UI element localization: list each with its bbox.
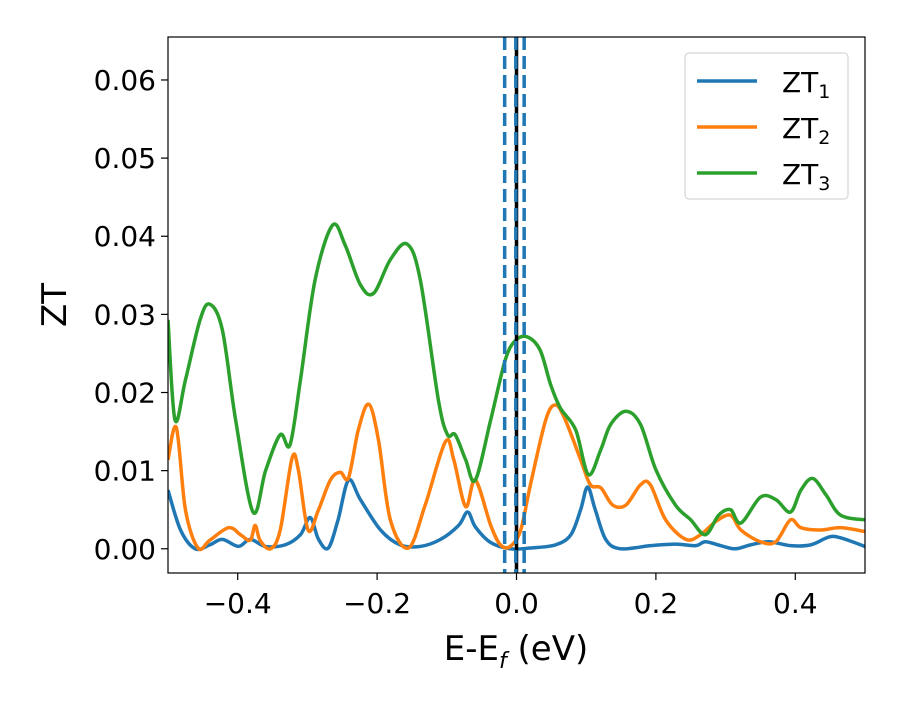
x-tick-label: 0.2 xyxy=(634,587,679,620)
y-tick-label: 0.02 xyxy=(94,377,156,410)
y-tick-label: 0.05 xyxy=(94,142,156,175)
x-axis-label: E-Ef (eV) xyxy=(444,629,589,674)
y-tick-label: 0.01 xyxy=(94,455,156,488)
y-tick-label: 0.03 xyxy=(94,298,156,331)
legend-label-zt3: ZT3 xyxy=(782,158,830,195)
y-tick-label: 0.00 xyxy=(94,533,156,566)
x-tick-label: −0.2 xyxy=(343,587,411,620)
legend-box xyxy=(684,52,849,200)
x-tick-label: −0.4 xyxy=(204,587,272,620)
legend-label-zt2: ZT2 xyxy=(782,112,830,149)
legend-label-zt1: ZT1 xyxy=(782,66,830,103)
y-tick-label: 0.06 xyxy=(94,64,156,97)
x-tick-label: 0.0 xyxy=(494,587,539,620)
series-line-zt3 xyxy=(168,222,865,537)
legend: ZT1 ZT2 ZT3 xyxy=(684,52,849,200)
x-tick-label: 0.4 xyxy=(773,587,818,620)
y-axis-label: ZT xyxy=(35,283,75,327)
y-tick-label: 0.04 xyxy=(94,220,156,253)
